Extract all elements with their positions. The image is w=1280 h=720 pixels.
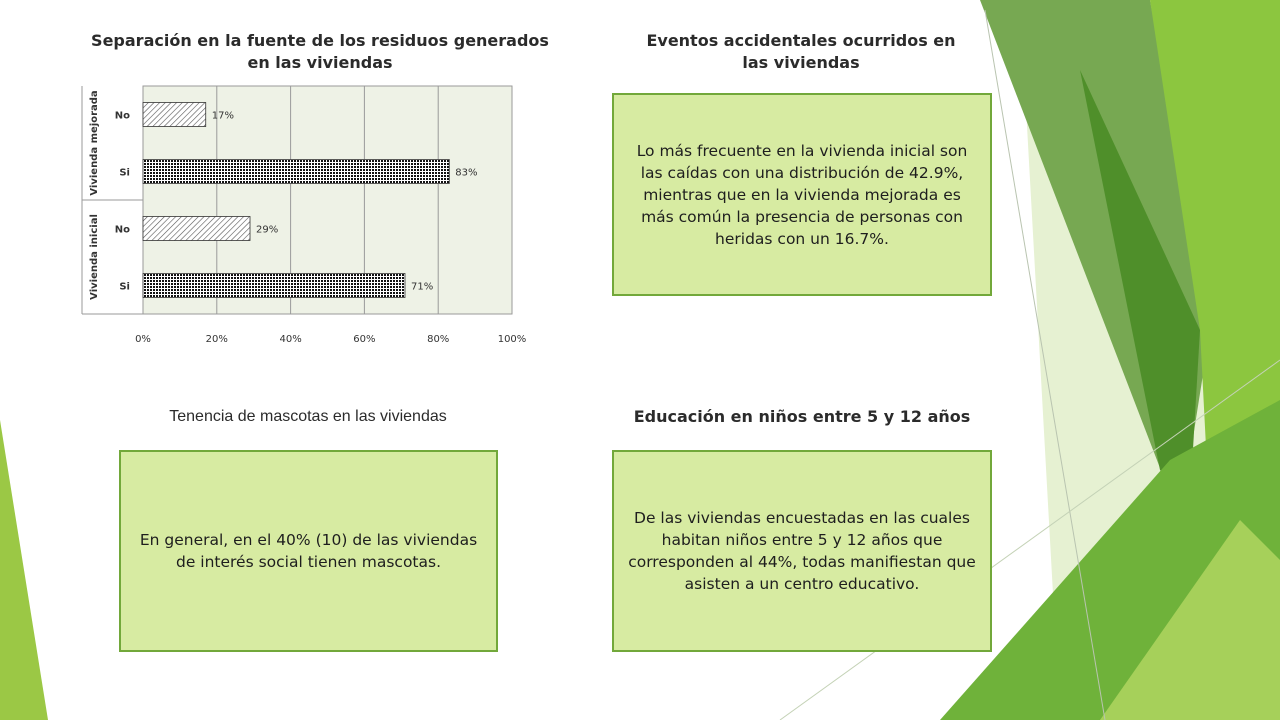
x-tick-label: 0% — [135, 334, 151, 345]
pets-text: En general, en el 40% (10) de las vivien… — [139, 531, 478, 571]
bar — [142, 102, 207, 127]
y-category-label: Si — [119, 282, 130, 293]
pets-title: Tenencia de mascotas en las viviendas — [169, 408, 447, 425]
bar-value-label: 29% — [256, 225, 278, 236]
accidents-textbox: Lo más frecuente en la vivienda inicial … — [612, 93, 992, 296]
bar-value-label: 71% — [411, 282, 433, 293]
bar-value-label: 83% — [455, 168, 477, 179]
pets-textbox: En general, en el 40% (10) de las vivien… — [119, 450, 498, 652]
deco-line-2 — [779, 359, 1280, 720]
bar — [142, 273, 406, 298]
group-label: Vivienda inicial — [89, 214, 100, 300]
group-label: Vivienda mejorada — [89, 90, 100, 195]
x-tick-label: 80% — [427, 334, 449, 345]
chart-title: Separación en la fuente de los residuos … — [91, 31, 549, 72]
bar-value-label: 17% — [212, 111, 234, 122]
bar — [142, 159, 450, 184]
deco-shape-green-dark — [1080, 70, 1200, 500]
x-tick-label: 60% — [353, 334, 375, 345]
accidents-title: Eventos accidentales ocurridos en las vi… — [646, 31, 956, 72]
residuos-bar-chart: 0% 20% 40% 60% 80% 100% Vivienda mejorada 17% No… — [81, 85, 527, 345]
x-tick-label: 40% — [279, 334, 301, 345]
y-category-label: Si — [119, 168, 130, 179]
deco-line-1 — [984, 9, 1106, 720]
education-textbox: De las viviendas encuestadas en las cual… — [612, 450, 992, 652]
y-category-label: No — [115, 225, 130, 236]
education-title: Educación en niños entre 5 y 12 años — [633, 407, 971, 426]
deco-shape-left-strip — [0, 420, 48, 720]
education-text: De las viviendas encuestadas en las cual… — [628, 509, 976, 593]
accidents-text: Lo más frecuente en la vivienda inicial … — [636, 141, 968, 248]
y-category-label: No — [115, 111, 130, 122]
x-tick-label: 20% — [206, 334, 228, 345]
deco-shape-green-bottom-light — [1100, 520, 1280, 720]
bar — [142, 216, 251, 241]
x-tick-label: 100% — [498, 334, 527, 345]
